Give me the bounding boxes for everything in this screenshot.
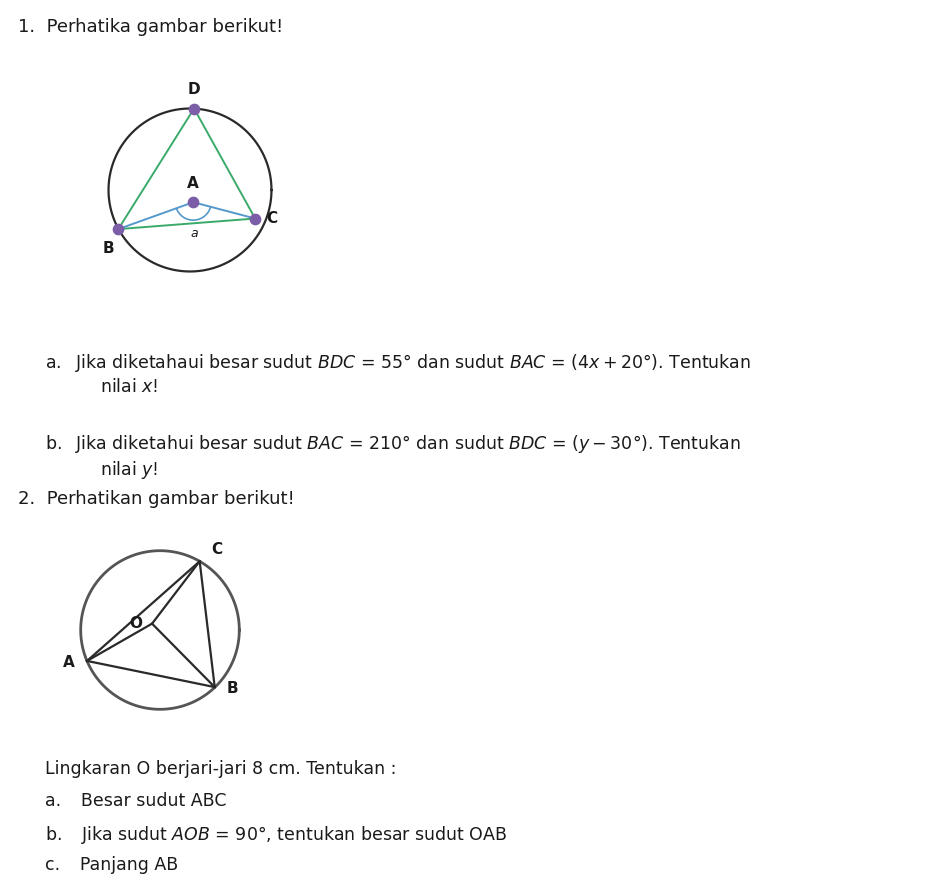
Text: A: A xyxy=(188,176,199,191)
Text: b.  Jika diketahui besar sudut $BAC$ = 210° dan sudut $BDC$ = $(y - 30°)$. Tentu: b. Jika diketahui besar sudut $BAC$ = 21… xyxy=(45,433,741,455)
Text: nilai $x$!: nilai $x$! xyxy=(100,378,159,396)
Text: D: D xyxy=(188,82,201,97)
Point xyxy=(187,102,202,116)
Text: nilai $y$!: nilai $y$! xyxy=(100,459,159,481)
Text: c.   Panjang AB: c. Panjang AB xyxy=(45,856,178,874)
Text: A: A xyxy=(63,655,76,670)
Text: Lingkaran O berjari-jari 8 cm. Tentukan :: Lingkaran O berjari-jari 8 cm. Tentukan … xyxy=(45,760,397,778)
Text: B: B xyxy=(227,682,238,697)
Text: 1.  Perhatika gambar berikut!: 1. Perhatika gambar berikut! xyxy=(18,18,284,36)
Point xyxy=(186,195,201,210)
Text: B: B xyxy=(103,240,115,255)
Text: 2.  Perhatikan gambar berikut!: 2. Perhatikan gambar berikut! xyxy=(18,490,295,508)
Text: C: C xyxy=(267,211,278,226)
Point xyxy=(248,211,263,225)
Text: a.   Besar sudut ABC: a. Besar sudut ABC xyxy=(45,792,227,810)
Point xyxy=(111,222,126,236)
Text: O: O xyxy=(130,616,143,631)
Text: a: a xyxy=(190,226,199,240)
Text: C: C xyxy=(211,543,222,557)
Text: b.   Jika sudut $AOB$ = 90°, tentukan besar sudut OAB: b. Jika sudut $AOB$ = 90°, tentukan besa… xyxy=(45,824,508,846)
Text: a.  Jika diketahaui besar sudut $BDC$ = 55° dan sudut $BAC$ = $(4x + 20°)$. Tent: a. Jika diketahaui besar sudut $BDC$ = 5… xyxy=(45,352,751,374)
